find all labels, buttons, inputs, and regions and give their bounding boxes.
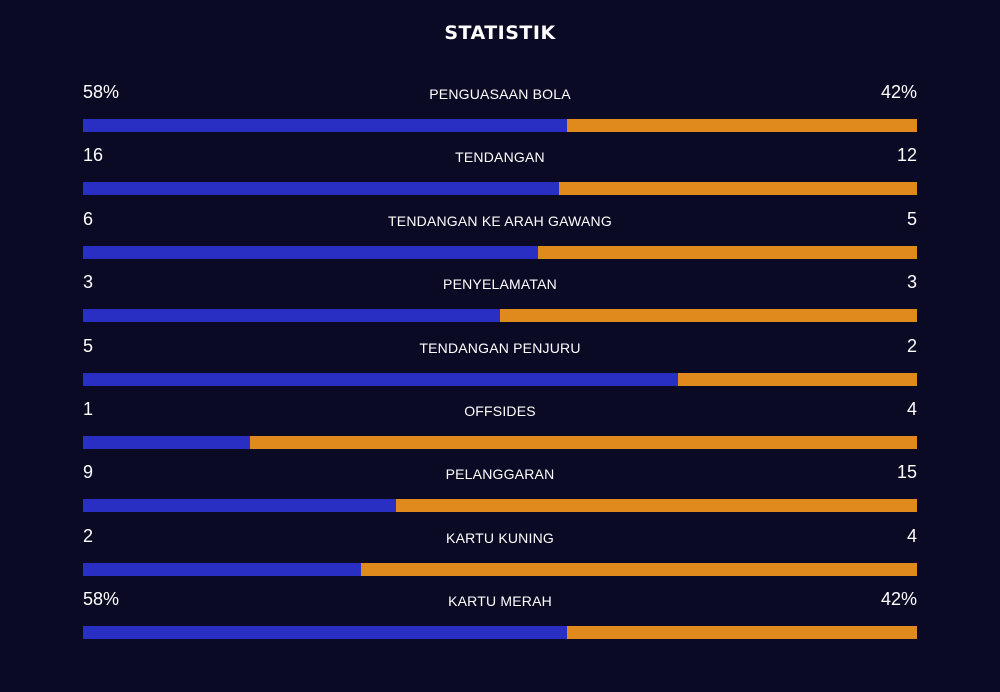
home-bar-segment — [83, 372, 679, 386]
away-value: 4 — [906, 398, 917, 419]
stat-label: TENDANGAN PENJURU — [419, 339, 581, 356]
stat-label: OFFSIDES — [464, 402, 536, 419]
stat-bar — [83, 562, 917, 576]
away-bar-segment — [249, 435, 917, 449]
home-value: 16 — [83, 145, 104, 166]
away-value: 2 — [906, 335, 917, 356]
stats-list: 58% PENGUASAAN BOLA 42% 16 TENDANGAN 1 2 … — [83, 80, 917, 651]
stat-bar — [83, 499, 917, 513]
stat-bar — [83, 626, 917, 640]
away-bar-segment — [500, 309, 917, 323]
away-value: 15 — [896, 462, 917, 483]
away-bar-segment — [559, 182, 917, 196]
stat-bar — [83, 245, 917, 259]
stat-label: KARTU MERAH — [448, 593, 552, 610]
stat-row-red-cards: 58% KARTU MERAH 42% — [83, 587, 917, 650]
away-value: 42% — [880, 82, 917, 102]
stat-row-fouls: 9 PELANGGARAN 15 — [83, 460, 917, 523]
stat-row-possession: 58% PENGUASAAN BOLA 42% — [83, 80, 917, 143]
home-bar-segment — [83, 309, 500, 323]
stat-row-corners: 5 TENDANGAN PENJURU 2 — [83, 334, 917, 397]
home-bar-segment — [83, 435, 250, 449]
home-value: 2 — [83, 525, 94, 546]
stat-bar — [83, 182, 917, 196]
away-value: 12 — [896, 145, 917, 166]
home-value: 9 — [83, 462, 94, 483]
home-value: 1 — [83, 398, 94, 419]
home-value: 58% — [83, 82, 120, 102]
stat-bar — [83, 435, 917, 449]
stat-label: KARTU KUNING — [446, 529, 554, 546]
away-bar-segment — [537, 245, 917, 259]
away-bar-segment — [566, 119, 917, 132]
away-bar-segment — [360, 562, 917, 576]
away-value: 3 — [906, 272, 917, 293]
home-bar-segment — [83, 182, 560, 196]
stat-label: PENGUASAAN BOLA — [429, 86, 571, 102]
stat-bar — [83, 372, 917, 386]
away-bar-segment — [678, 372, 917, 386]
home-bar-segment — [83, 626, 567, 640]
home-bar-segment — [83, 119, 567, 132]
home-bar-segment — [83, 245, 538, 259]
stat-bar — [83, 119, 917, 132]
home-value: 6 — [83, 208, 94, 229]
stat-row-shots-on-target: 6 TENDANGAN KE ARAH GAWANG 5 — [83, 207, 917, 270]
home-bar-segment — [83, 499, 396, 513]
away-bar-segment — [395, 499, 917, 513]
away-value: 5 — [906, 208, 917, 229]
stat-label: PELANGGARAN — [445, 466, 555, 483]
home-bar-segment — [83, 562, 361, 576]
home-value: 5 — [83, 335, 94, 356]
home-value: 58% — [83, 589, 120, 610]
away-value: 42% — [880, 589, 917, 610]
stat-row-shots: 16 TENDANGAN 12 — [83, 143, 917, 206]
away-bar-segment — [566, 626, 917, 640]
stat-row-yellow-cards: 2 KARTU KUNING 4 — [83, 524, 917, 587]
stat-label: PENYELAMATAN — [443, 276, 557, 293]
home-value: 3 — [83, 272, 94, 293]
stat-row-saves: 3 PENYELAMATAN 3 — [83, 270, 917, 333]
stat-row-offsides: 1 OFFSIDES 4 — [83, 397, 917, 460]
stat-label: TENDANGAN KE ARAH GAWANG — [388, 212, 612, 229]
stats-title: STATISTIK — [444, 22, 556, 44]
away-value: 4 — [906, 525, 917, 546]
stat-label: TENDANGAN — [455, 149, 545, 166]
stat-bar — [83, 309, 917, 323]
